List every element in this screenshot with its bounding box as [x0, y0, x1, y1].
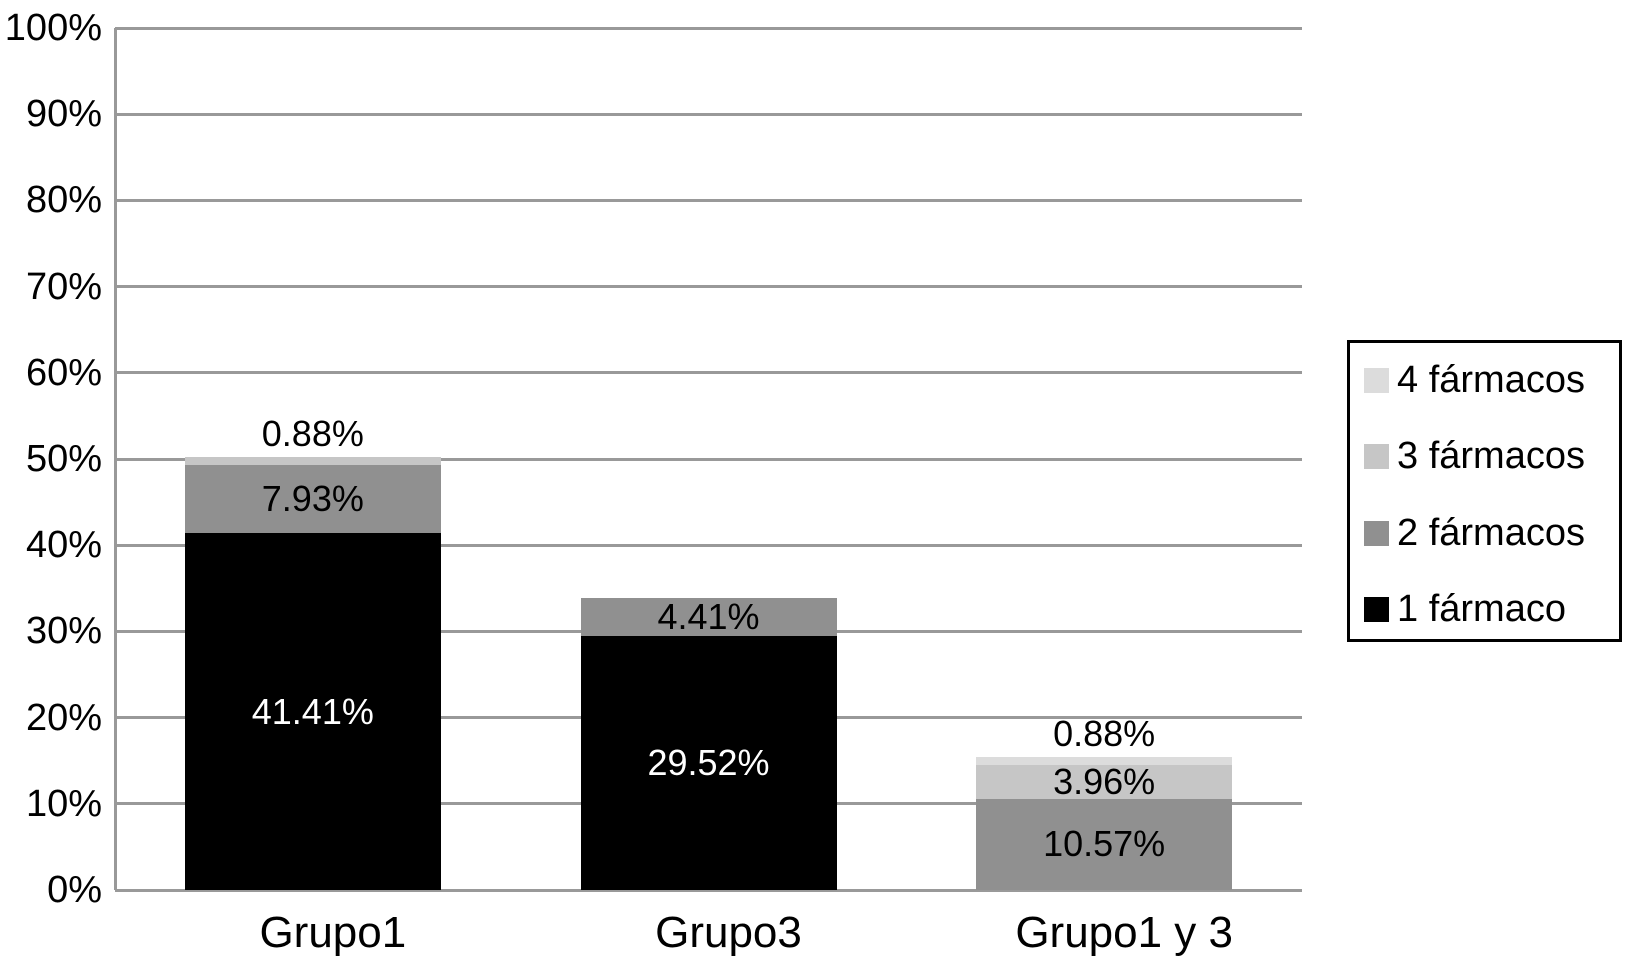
- bar-grupo1-y-3-segment-2: [976, 798, 1233, 890]
- x-tick-label-grupo1-y-3: Grupo1 y 3: [1015, 908, 1233, 957]
- bar-grupo1-y-3-segment-3: [976, 764, 1233, 799]
- y-tick-label-100: 100%: [4, 7, 102, 49]
- bar-grupo1-segment-1: [184, 533, 441, 890]
- x-tick-label-grupo1: Grupo1: [259, 908, 407, 957]
- y-tick-label-30: 30%: [25, 610, 102, 653]
- y-tick-label-40: 40%: [25, 524, 102, 567]
- legend-swatch-icon: [1364, 520, 1389, 546]
- gridline-40: [115, 543, 1302, 547]
- legend-swatch-icon: [1364, 597, 1389, 623]
- value-label-above: 0.88%: [1053, 713, 1156, 755]
- y-axis-line: [113, 28, 117, 890]
- gridline-60: [115, 371, 1302, 375]
- bar-grupo3-segment-1: [580, 635, 837, 890]
- legend-item-label: 2 fármacos: [1397, 511, 1585, 554]
- bar-grupo1-segment-2: [184, 464, 441, 534]
- bar-grupo1-y-3-segment-4: [976, 757, 1233, 765]
- x-tick-label-grupo3: Grupo3: [655, 908, 802, 957]
- gridline-90: [115, 112, 1302, 116]
- y-tick-label-50: 50%: [25, 438, 102, 480]
- legend-swatch-icon: [1364, 444, 1389, 470]
- legend-item-2-fármacos: 2 fármacos: [1350, 510, 1619, 556]
- chart-legend: 4 fármacos 3 fármacos 2 fármacos 1 fármaco: [1347, 340, 1622, 642]
- y-tick-label-10: 10%: [25, 782, 102, 825]
- gridline-80: [115, 198, 1302, 202]
- y-tick-label-80: 80%: [25, 179, 102, 222]
- y-tick-label-20: 20%: [25, 696, 102, 739]
- gridline-50: [115, 457, 1302, 461]
- legend-item-4-fármacos: 4 fármacos: [1350, 357, 1619, 403]
- y-tick-label-90: 90%: [25, 93, 102, 136]
- legend-item-label: 3 fármacos: [1397, 435, 1585, 478]
- value-label-above: 0.88%: [261, 413, 364, 455]
- gridline-100: [115, 26, 1302, 30]
- legend-item-label: 4 fármacos: [1397, 358, 1585, 401]
- gridline-70: [115, 285, 1302, 289]
- y-tick-label-60: 60%: [25, 351, 102, 394]
- legend-swatch-icon: [1364, 367, 1389, 393]
- legend-item-3-fármacos: 3 fármacos: [1350, 434, 1619, 480]
- y-tick-label-70: 70%: [25, 265, 102, 308]
- y-tick-label-0: 0%: [47, 869, 102, 911]
- gridline-0: [115, 888, 1302, 892]
- bar-grupo1-segment-3: [184, 457, 441, 465]
- bar-grupo3-segment-2: [580, 597, 837, 636]
- legend-item-1-fármaco: 1 fármaco: [1350, 587, 1619, 633]
- legend-item-label: 1 fármaco: [1397, 588, 1566, 631]
